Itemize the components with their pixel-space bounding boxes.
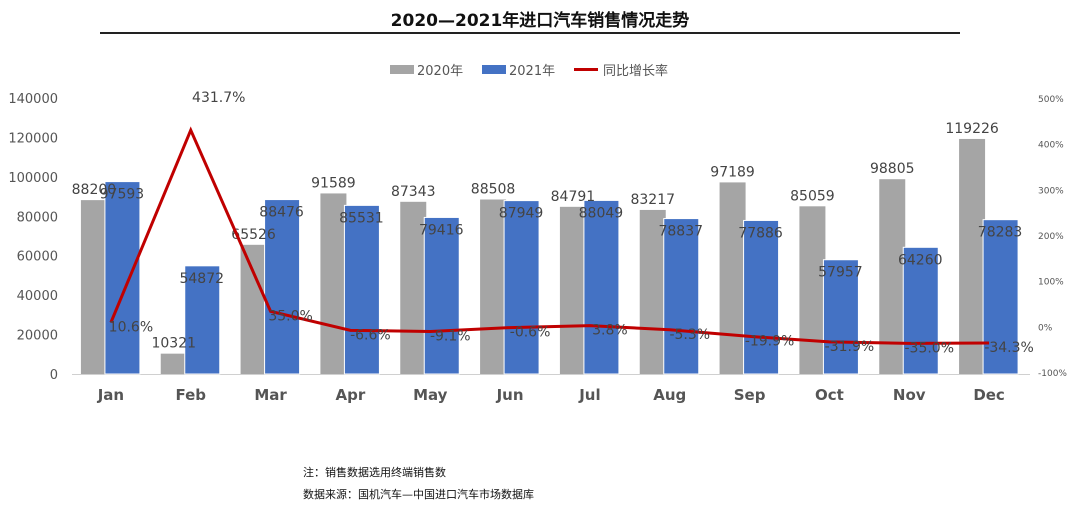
bar-2020-label: 87343 [391, 184, 436, 200]
bar-2021 [104, 181, 141, 375]
bar-2021-label: 64260 [898, 252, 943, 268]
bar-2021-label: 78837 [658, 224, 703, 240]
note-line-1: 注：销售数据选用终端销售数 [303, 466, 446, 479]
growth-label: -5.3% [669, 327, 710, 343]
x-tick-label: Apr [336, 386, 366, 404]
bar-2020-label: 88200 [72, 182, 117, 198]
bar-2020-label: 97189 [710, 164, 755, 180]
x-tick-label: Jan [97, 386, 124, 404]
growth-label: -31.9% [825, 339, 875, 355]
bar-2020-label: 10321 [151, 336, 196, 352]
x-tick-label: Oct [815, 386, 844, 404]
legend-label: 2020年 [417, 64, 463, 79]
bar-2020 [879, 179, 906, 374]
bar-2020 [160, 353, 187, 374]
bar-2020 [799, 206, 826, 374]
bar-2020 [320, 193, 347, 374]
bar-2021 [902, 246, 939, 375]
y-tick-label: 80000 [17, 210, 58, 225]
growth-label: -6.6% [350, 327, 391, 343]
y2-tick-label: -100% [1038, 369, 1067, 379]
chart-title: 2020—2021年进口汽车销售情况走势 [390, 11, 690, 31]
bar-2020-label: 91589 [311, 175, 356, 191]
legend-label: 2021年 [509, 64, 555, 79]
bar-2020 [480, 199, 507, 374]
bar-2021 [743, 219, 780, 375]
bar-2021-label: 79416 [419, 222, 464, 238]
bar-2021 [503, 200, 540, 375]
y2-tick-label: 200% [1038, 232, 1064, 242]
bar-2021-label: 54872 [179, 271, 224, 287]
legend-swatch [482, 65, 506, 74]
y2-tick-label: 400% [1038, 141, 1064, 151]
y-tick-label: 40000 [17, 289, 58, 304]
bar-2021 [583, 199, 620, 375]
title-underline [100, 32, 960, 34]
bar-2021 [343, 204, 380, 375]
bar-2020 [240, 244, 267, 374]
growth-line [109, 126, 990, 345]
growth-label: -34.3% [984, 340, 1034, 356]
legend-label: 同比增长率 [603, 63, 668, 79]
y-tick-label: 120000 [8, 131, 58, 146]
bar-2021 [184, 265, 221, 375]
bar-2021 [663, 218, 700, 375]
note-line-2: 数据来源：国机汽车—中国进口汽车市场数据库 [303, 488, 534, 501]
bar-2020 [639, 209, 666, 374]
bar-2021-label: 88476 [259, 205, 304, 221]
growth-label: 10.6% [109, 319, 153, 335]
bar-2021 [982, 219, 1019, 375]
bar-2020 [80, 200, 107, 374]
bar-2020-label: 85059 [790, 188, 835, 204]
bar-2020-label: 88508 [471, 182, 516, 198]
y-tick-label: 100000 [8, 171, 58, 186]
bar-2021-label: 88049 [579, 205, 624, 221]
bar-2021-label: 97593 [100, 187, 145, 203]
y2-tick-label: 500% [1038, 95, 1064, 105]
bar-2020-label: 65526 [231, 227, 276, 243]
y2-tick-label: 100% [1038, 278, 1064, 288]
x-tick-label: May [413, 386, 448, 404]
growth-label: -9.1% [430, 328, 471, 344]
x-tick-label: Mar [254, 386, 287, 404]
bar-2021-label: 57957 [818, 265, 863, 281]
bar-2020 [559, 206, 586, 374]
bar-2021 [264, 199, 301, 375]
x-tick-label: Sep [734, 386, 766, 404]
x-tick-label: Aug [653, 386, 686, 404]
y2-tick-label: 0% [1038, 323, 1053, 333]
bar-2020 [400, 201, 427, 374]
y-tick-label: 0 [50, 368, 58, 383]
growth-label: -35.0% [904, 340, 954, 356]
bar-2021-label: 78283 [978, 225, 1023, 241]
x-tick-label: Feb [175, 386, 206, 404]
bar-2021-label: 85531 [339, 210, 384, 226]
growth-label: -0.6% [510, 325, 551, 341]
y2-tick-label: 300% [1038, 186, 1064, 196]
bar-2020-label: 98805 [870, 161, 915, 177]
bar-2020 [719, 182, 746, 374]
x-tick-label: Nov [893, 386, 926, 404]
x-tick-label: Dec [973, 386, 1005, 404]
footnotes: 注：销售数据选用终端销售数 数据来源：国机汽车—中国进口汽车市场数据库 [303, 462, 534, 506]
bar-2021-label: 87949 [499, 206, 544, 222]
bar-2020-label: 119226 [945, 121, 999, 137]
bar-2021 [822, 259, 859, 375]
bar-2020-label: 83217 [630, 192, 675, 208]
y-tick-label: 20000 [17, 329, 58, 344]
growth-label: -19.9% [745, 333, 795, 349]
bar-2020 [959, 138, 986, 374]
y-tick-label: 140000 [8, 92, 58, 107]
growth-label: 3.8% [592, 323, 628, 339]
growth-label: 35.0% [268, 308, 312, 324]
bar-2020-label: 84791 [551, 189, 596, 205]
x-tick-label: Jul [578, 386, 600, 404]
growth-label: 431.7% [192, 90, 245, 106]
bar-2021-label: 77886 [738, 225, 783, 241]
bar-2021 [423, 216, 460, 375]
y-tick-label: 60000 [17, 250, 58, 265]
x-tick-label: Jun [496, 386, 524, 404]
legend-swatch [390, 65, 414, 74]
